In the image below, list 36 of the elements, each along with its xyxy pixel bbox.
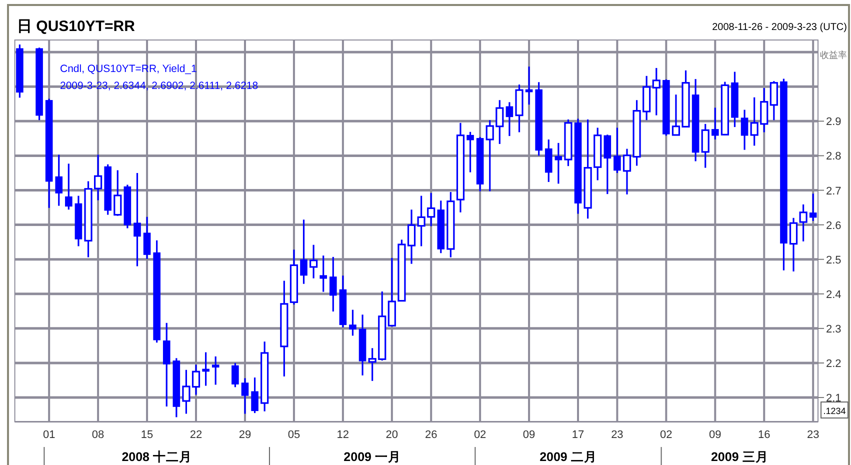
x-tick-label: 01: [42, 429, 56, 441]
y-tick-label: 2.8: [826, 150, 842, 163]
text: 2009 三月: [711, 450, 768, 464]
x-tick-label: 08: [92, 429, 104, 441]
x-tick-label: 05: [288, 429, 300, 441]
y-tick-label: 2.1: [826, 392, 842, 405]
x-tick-label: 09: [709, 429, 722, 441]
x-tick-label: 16: [758, 429, 770, 441]
y-axis-title: 收益率: [820, 50, 847, 60]
x-tick-label: 26: [424, 429, 438, 441]
x-tick-label: 17: [572, 429, 584, 441]
x-tick-label: 02: [660, 429, 672, 441]
x-tick-label: 02: [474, 429, 486, 441]
chart-title: 日 QUS10YT=RR: [17, 18, 136, 35]
x-tick-label: 22: [190, 429, 202, 441]
y-tick-label: 2.4: [826, 288, 842, 301]
x-tick-label: 20: [386, 429, 398, 441]
x-tick-label: 09: [522, 429, 536, 441]
x-tick-label: 29: [238, 429, 252, 441]
text: .1234: [823, 406, 846, 416]
y-tick-label: 2.7: [826, 185, 842, 198]
x-tick-label: 12: [336, 429, 350, 441]
text: 2009 二月: [540, 450, 597, 464]
x-tick-label: 23: [611, 429, 624, 441]
annotation: Cndl, QUS10YT=RR, Yield_1: [60, 63, 198, 75]
x-tick-label: 23: [806, 429, 820, 441]
y-tick-label: 2.5: [826, 254, 842, 266]
chart-subtitle: 2008-11-26 - 2009-3-23 (UTC): [712, 22, 847, 33]
y-tick-label: 2.3: [826, 323, 842, 336]
y-tick-label: 2.2: [826, 358, 842, 370]
text: 2008 十二月: [122, 450, 192, 464]
text: 2009 一月: [344, 450, 401, 464]
y-tick-label: 2.9: [826, 116, 842, 128]
y-tick-label: 2.6: [826, 220, 842, 232]
x-tick-label: 15: [140, 429, 154, 441]
annotation: 2009-3-23, 2.6344, 2.6902, 2.6111, 2.6218: [60, 80, 258, 92]
